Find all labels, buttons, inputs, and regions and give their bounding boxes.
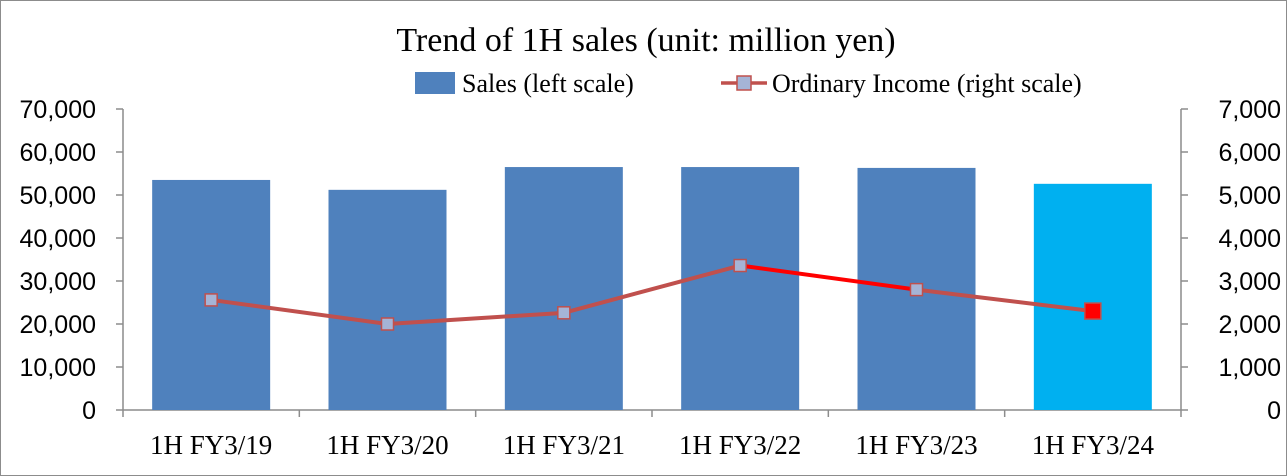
- ordinary-income-point: [909, 282, 924, 297]
- ordinary-income-line-segment: [916, 287, 1094, 314]
- right-tick-label: 3,000: [1218, 268, 1281, 296]
- ordinary-income-line-segment: [739, 263, 917, 292]
- x-tick-label: 1H FY3/22: [679, 430, 801, 460]
- right-tick-label: 4,000: [1218, 225, 1281, 253]
- legend-swatch-sales: [415, 72, 455, 94]
- left-tick-label: 70,000: [20, 96, 96, 124]
- ordinary-income-point: [733, 258, 747, 273]
- ordinary-income-line-segment: [563, 263, 741, 315]
- left-tick-label: 10,000: [20, 354, 96, 382]
- sales-bar: [328, 189, 447, 410]
- right-tick-label: 0: [1267, 397, 1281, 425]
- left-tick-label: 30,000: [20, 268, 96, 296]
- legend-marker-ordinary-income: [736, 75, 752, 91]
- legend-label-ordinary-income: Ordinary Income (right scale): [772, 69, 1082, 98]
- sales-bar: [681, 167, 800, 410]
- right-tick-label: 2,000: [1218, 311, 1281, 339]
- x-tick-label: 1H FY3/19: [150, 430, 272, 460]
- left-tick-label: 20,000: [20, 311, 96, 339]
- ordinary-income-point: [1084, 302, 1102, 320]
- ordinary-income-point: [557, 306, 571, 320]
- legend-label-sales: Sales (left scale): [462, 69, 634, 98]
- right-tick-label: 7,000: [1218, 96, 1281, 124]
- ordinary-income-line-segment: [210, 297, 388, 326]
- ordinary-income-point: [204, 293, 218, 307]
- right-tick-label: 6,000: [1218, 139, 1281, 167]
- chart-title: Trend of 1H sales (unit: million yen): [396, 22, 895, 59]
- sales-bar: [504, 167, 623, 410]
- left-tick-label: 50,000: [20, 182, 96, 210]
- x-tick-label: 1H FY3/23: [855, 430, 977, 460]
- legend: Sales (left scale) Ordinary Income (righ…: [415, 69, 1082, 98]
- plot-area: 0 10,000 20,000 30,000 40,000 50,000 60,000 70,…: [20, 96, 1281, 460]
- x-tick-label: 1H FY3/20: [326, 430, 448, 460]
- right-tick-label: 1,000: [1218, 354, 1281, 382]
- x-tick-label: 1H FY3/21: [503, 430, 625, 460]
- right-tick-label: 5,000: [1218, 182, 1281, 210]
- sales-bar: [1033, 183, 1152, 410]
- ordinary-income-point: [380, 317, 395, 331]
- left-tick-label: 40,000: [20, 225, 96, 253]
- left-tick-label: 0: [82, 397, 96, 425]
- ordinary-income-line-segment: [387, 310, 564, 326]
- left-tick-label: 60,000: [20, 139, 96, 167]
- x-tick-label: 1H FY3/24: [1032, 430, 1155, 460]
